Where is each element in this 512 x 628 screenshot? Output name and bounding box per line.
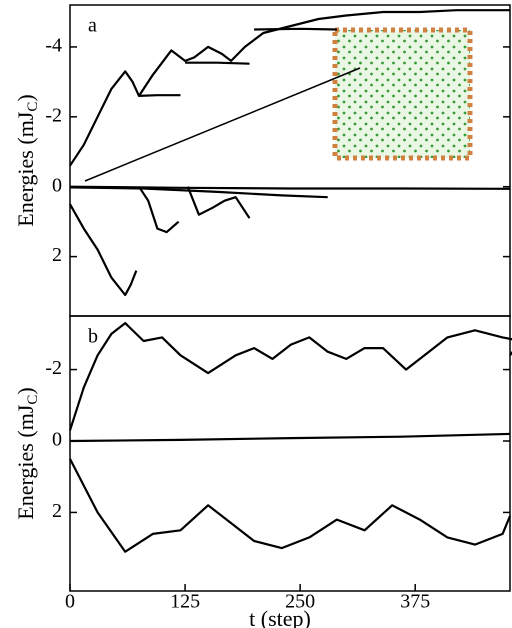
data-line — [186, 186, 251, 219]
y-axis-label-sub: C — [25, 102, 41, 112]
y-axis-label-text: Energies (mJ — [13, 111, 38, 227]
data-line — [138, 186, 180, 234]
y-tick-label: -2 — [45, 357, 62, 379]
data-line — [68, 322, 512, 431]
y-axis-label-end: ) — [13, 94, 38, 101]
y-tick-label: 0 — [52, 174, 62, 196]
y-axis-label: Energies (mJC) — [13, 94, 41, 226]
y-axis-label-text: Energies (mJ — [13, 404, 38, 520]
x-tick-label: 0 — [65, 591, 75, 613]
data-line — [254, 27, 337, 31]
plot-frame — [69, 315, 511, 592]
data-line — [69, 185, 511, 190]
data-line — [185, 61, 250, 65]
x-tick-label: 375 — [400, 591, 430, 613]
data-line — [69, 432, 511, 443]
y-tick-label: 2 — [52, 244, 62, 266]
panel-label: b — [88, 326, 98, 348]
y-tick-label: -4 — [45, 35, 62, 57]
panel: -2 0 2 0 125 250 375 t (step) b Energies (mJC) — [13, 315, 512, 628]
data-line — [69, 458, 512, 553]
x-tick-label: 250 — [285, 591, 315, 613]
inset — [84, 27, 473, 182]
data-line — [138, 94, 181, 97]
data-line — [69, 203, 138, 297]
data-line — [69, 9, 510, 167]
y-tick-label: 2 — [52, 500, 62, 522]
panel: -4 -2 0 2 a Energies (mJC) — [13, 4, 511, 317]
y-tick-label: -2 — [45, 104, 62, 126]
y-axis-label: Energies (mJC) — [13, 387, 41, 519]
y-tick-label: 0 — [52, 429, 62, 451]
x-axis-label: t (step) — [249, 606, 311, 628]
y-axis-label-end: ) — [13, 387, 38, 394]
panel-label: a — [88, 15, 97, 37]
x-tick-label: 125 — [170, 591, 200, 613]
y-axis-label-sub: C — [25, 395, 41, 405]
